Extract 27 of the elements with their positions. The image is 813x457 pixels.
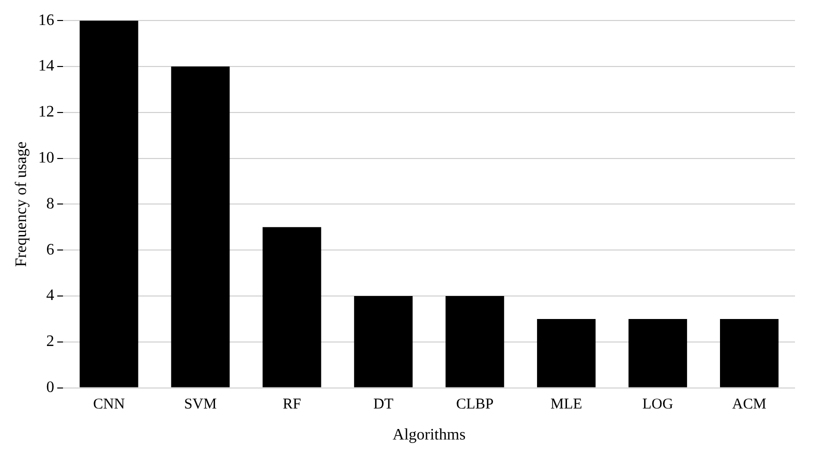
bar	[171, 66, 230, 388]
bar	[628, 318, 688, 388]
y-tick-label: 12	[38, 104, 54, 121]
y-axis-title: Frequency of usage	[12, 142, 30, 267]
x-axis-title: Algorithms	[392, 426, 466, 444]
x-tick-label: CNN	[93, 396, 125, 413]
y-tick-label: 14	[38, 58, 54, 75]
bar	[262, 227, 322, 388]
y-tick-label: 6	[46, 241, 54, 258]
x-tick-label: ACM	[732, 396, 766, 413]
y-tick-label: 16	[38, 12, 54, 29]
y-tick-label: 8	[46, 195, 54, 212]
bar	[80, 20, 138, 388]
x-tick-label: MLE	[550, 396, 582, 413]
x-tick-label: DT	[373, 396, 394, 413]
bar	[720, 318, 779, 388]
bar	[446, 296, 504, 388]
x-tick-label: CLBP	[456, 396, 494, 413]
y-tick-label: 2	[46, 333, 54, 350]
y-tick-label: 0	[46, 379, 54, 396]
x-tick-label: LOG	[642, 396, 674, 413]
x-tick-label: SVM	[184, 396, 217, 413]
y-tick-label: 10	[38, 150, 54, 167]
x-tick-label: RF	[282, 396, 302, 413]
y-tick-label: 4	[46, 287, 54, 304]
bar	[537, 318, 596, 388]
bar	[354, 296, 413, 388]
